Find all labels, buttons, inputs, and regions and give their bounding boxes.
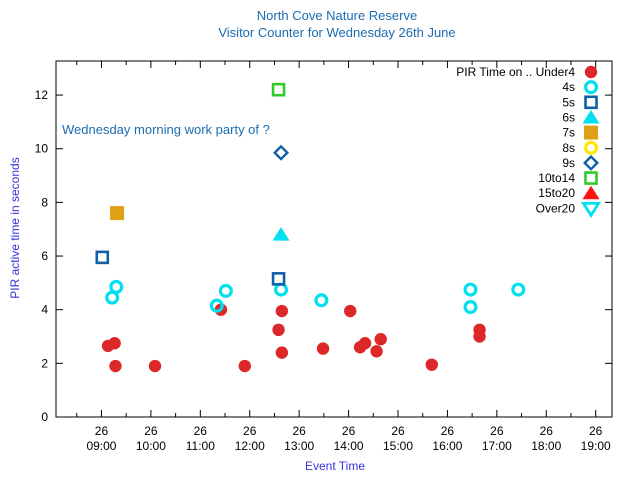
data-point bbox=[109, 279, 124, 294]
legend-label: 15to20 bbox=[538, 186, 575, 200]
legend-label: 8s bbox=[562, 141, 575, 155]
data-point bbox=[463, 282, 478, 297]
x-tick-day-label: 26 bbox=[342, 424, 356, 438]
chart-annotation: Wednesday morning work party of ? bbox=[62, 122, 270, 137]
data-point bbox=[272, 323, 285, 337]
x-tick-time-label: 09:00 bbox=[86, 439, 116, 453]
x-tick-day-label: 26 bbox=[589, 424, 603, 438]
chart-title-line1: North Cove Nature Reserve bbox=[256, 8, 418, 23]
data-point bbox=[110, 206, 125, 221]
data-point bbox=[209, 298, 224, 313]
legend-marker bbox=[583, 154, 599, 171]
legend-label: 4s bbox=[562, 80, 575, 94]
legend-label: PIR Time on .. Under4 bbox=[456, 65, 575, 79]
legend-label: 7s bbox=[562, 126, 575, 140]
x-tick-time-label: 13:00 bbox=[284, 439, 314, 453]
y-tick-label: 6 bbox=[41, 249, 48, 263]
chart-title: North Cove Nature Reserve Visitor Counte… bbox=[34, 7, 640, 41]
data-point bbox=[238, 359, 251, 373]
legend-marker bbox=[583, 80, 598, 95]
data-point bbox=[218, 283, 233, 298]
x-tick-time-label: 12:00 bbox=[235, 439, 265, 453]
data-point bbox=[473, 330, 486, 343]
legend-marker bbox=[583, 140, 598, 155]
legend-label: Over20 bbox=[536, 201, 576, 215]
x-tick-day-label: 26 bbox=[95, 424, 109, 438]
y-tick-label: 12 bbox=[35, 88, 49, 102]
legend-marker bbox=[584, 65, 598, 79]
data-point bbox=[314, 293, 329, 308]
x-tick-day-label: 26 bbox=[194, 424, 208, 438]
y-tick-label: 2 bbox=[41, 356, 48, 370]
data-point bbox=[358, 337, 372, 350]
x-tick-time-label: 18:00 bbox=[531, 439, 561, 453]
data-point bbox=[275, 346, 289, 359]
x-tick-time-label: 14:00 bbox=[334, 439, 364, 453]
data-point bbox=[374, 333, 387, 346]
y-tick-label: 8 bbox=[41, 195, 48, 209]
data-point bbox=[272, 227, 290, 241]
data-point bbox=[463, 300, 478, 315]
x-axis-label: Event Time bbox=[304, 459, 366, 473]
legend-marker bbox=[584, 95, 598, 110]
y-axis-label: PIR active time in seconds bbox=[8, 157, 22, 299]
y-tick-label: 0 bbox=[41, 410, 48, 424]
data-point bbox=[425, 358, 438, 371]
data-point bbox=[109, 359, 122, 373]
plot-border bbox=[55, 60, 613, 418]
data-point bbox=[275, 304, 289, 318]
data-point bbox=[271, 82, 286, 97]
x-tick-time-label: 19:00 bbox=[581, 439, 611, 453]
x-tick-day-label: 26 bbox=[490, 424, 504, 438]
data-point bbox=[273, 144, 290, 161]
legend-marker bbox=[580, 201, 602, 218]
x-tick-day-label: 26 bbox=[441, 424, 455, 438]
y-tick-label: 10 bbox=[35, 142, 49, 156]
x-tick-time-label: 15:00 bbox=[383, 439, 413, 453]
legend-label: 5s bbox=[562, 95, 575, 109]
data-point bbox=[271, 272, 286, 286]
data-point bbox=[108, 337, 121, 350]
legend-label: 9s bbox=[562, 156, 575, 170]
x-tick-day-label: 26 bbox=[144, 424, 158, 438]
legend-marker bbox=[584, 125, 598, 140]
x-tick-time-label: 11:00 bbox=[186, 439, 215, 453]
legend-marker bbox=[582, 185, 600, 200]
legend-label: 6s bbox=[562, 110, 575, 124]
legend-marker bbox=[584, 171, 598, 185]
y-tick-label: 4 bbox=[41, 303, 48, 317]
chart-title-line2: Visitor Counter for Wednesday 26th June bbox=[218, 25, 456, 40]
data-point bbox=[316, 342, 330, 355]
data-point bbox=[95, 250, 110, 265]
legend-label: 10to14 bbox=[538, 171, 575, 185]
x-tick-day-label: 26 bbox=[391, 424, 405, 438]
data-point bbox=[344, 304, 357, 318]
data-point bbox=[511, 282, 526, 297]
x-tick-day-label: 26 bbox=[292, 424, 306, 438]
x-tick-time-label: 10:00 bbox=[136, 439, 166, 453]
x-tick-day-label: 26 bbox=[243, 424, 257, 438]
x-tick-day-label: 26 bbox=[540, 424, 554, 438]
data-point bbox=[274, 282, 289, 297]
x-tick-time-label: 16:00 bbox=[432, 439, 462, 453]
data-point bbox=[148, 359, 162, 373]
legend-marker bbox=[582, 109, 600, 124]
x-tick-time-label: 17:00 bbox=[482, 439, 512, 453]
data-point bbox=[370, 345, 383, 358]
